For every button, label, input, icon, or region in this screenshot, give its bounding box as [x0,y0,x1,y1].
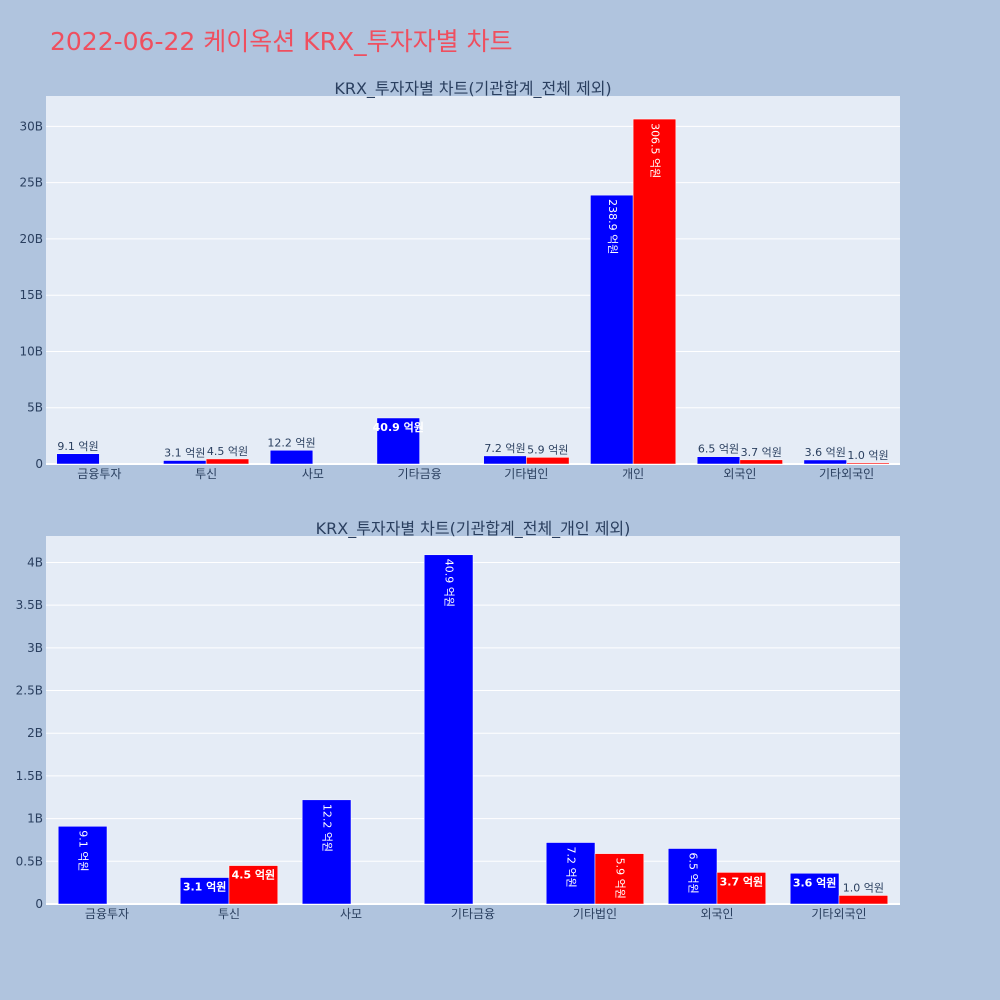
bar-label: 9.1 억원 [77,830,90,871]
x-tick-label: 기타외국인 [811,907,866,921]
bar-label: 4.5 억원 [207,445,248,458]
x-tick-label: 투신 [218,907,240,921]
y-tick-label: 0.5B [16,854,43,868]
bar-label: 12.2 억원 [321,804,334,852]
x-tick-label: 기타외국인 [819,467,874,481]
bar [301,799,352,905]
bar [483,455,527,465]
x-tick-label: 기타법인 [573,907,617,921]
bar [696,456,741,465]
bar [632,118,677,465]
x-tick-label: 금융투자 [85,907,129,921]
bar [179,877,230,905]
bar-label: 1.0 억원 [847,449,888,462]
y-tick-label: 3.5B [16,598,43,612]
bar [56,453,100,465]
x-tick-label: 기타금융 [451,907,495,921]
bar [228,865,279,905]
bar-label: 3.6 억원 [793,875,837,889]
chart-top: KRX_투자자별 차트(기관합계_전체 제외) 0 5B 10B 15B 20B 25B 30… [19,79,900,481]
x-tick-label: 기타법인 [504,467,548,481]
bar-label: 6.5 억원 [698,443,739,456]
bar [590,194,634,465]
bar-label: 12.2 억원 [267,436,315,449]
bar [163,460,207,465]
bar-label: 9.1 억원 [57,440,98,453]
y-tick-label: 30B [19,119,43,133]
bar-label: 3.6 억원 [805,446,846,459]
chart-title: KRX_투자자별 차트(기관합계_전체 제외) [334,79,611,99]
plot-area [46,96,900,464]
bar-label: 1.0 억원 [843,881,884,894]
bar-label: 5.9 억원 [527,443,568,456]
x-tick-label: 투신 [195,467,217,481]
bar [803,459,847,465]
bar-label: 3.7 억원 [720,874,764,888]
x-tick-label: 개인 [622,467,644,481]
y-tick-label: 0 [35,457,43,471]
bar [594,853,645,905]
bar-label: 40.9 억원 [443,559,456,607]
bar-label: 3.1 억원 [183,880,227,894]
y-tick-label: 15B [19,288,43,302]
bar [376,417,420,465]
bar [526,457,570,465]
bar [716,872,767,905]
y-tick-label: 2.5B [16,684,43,698]
y-tick-label: 1B [27,812,43,826]
bar-label: 7.2 억원 [565,847,578,888]
bar [838,895,889,905]
bar [269,450,314,465]
bar-label: 306.5 억원 [648,123,661,178]
bar-label: 5.9 억원 [613,858,626,899]
bar-label: 4.5 억원 [232,868,276,882]
y-tick-label: 10B [19,344,43,358]
chart-bottom: KRX_투자자별 차트(기관합계_전체_개인 제외) 0 0.5B 1B 1.5B 2B 2… [16,519,900,921]
x-tick-label: 사모 [340,907,362,921]
y-tick-label: 5B [27,401,43,415]
chart-title: KRX_투자자별 차트(기관합계_전체_개인 제외) [316,519,631,539]
bar [545,842,596,905]
bar [57,826,108,905]
bar [789,873,840,905]
bar-label: 3.7 억원 [741,446,782,459]
x-tick-label: 외국인 [700,907,733,921]
bar-label: 238.9 억원 [606,199,619,254]
bar [667,848,718,905]
bar-label: 40.9 억원 [373,420,424,434]
x-tick-label: 금융투자 [77,467,121,481]
bar-label: 6.5 억원 [687,853,700,894]
y-tick-label: 4B [27,555,43,569]
x-tick-label: 기타금융 [398,467,442,481]
x-tick-label: 사모 [302,467,324,481]
y-tick-label: 2B [27,726,43,740]
x-tick-label: 외국인 [723,467,756,481]
y-tick-label: 0 [35,897,43,911]
bar [205,458,250,465]
bar [739,459,783,465]
y-tick-label: 3B [27,641,43,655]
bar [846,462,890,465]
bar-label: 3.1 억원 [164,447,205,460]
y-tick-label: 20B [19,232,43,246]
bar-label: 7.2 억원 [484,442,525,455]
y-tick-label: 25B [19,176,43,190]
y-tick-label: 1.5B [16,769,43,783]
page-title: 2022-06-22 케이옥션 KRX_투자자별 차트 [50,27,513,56]
bar [423,554,474,905]
